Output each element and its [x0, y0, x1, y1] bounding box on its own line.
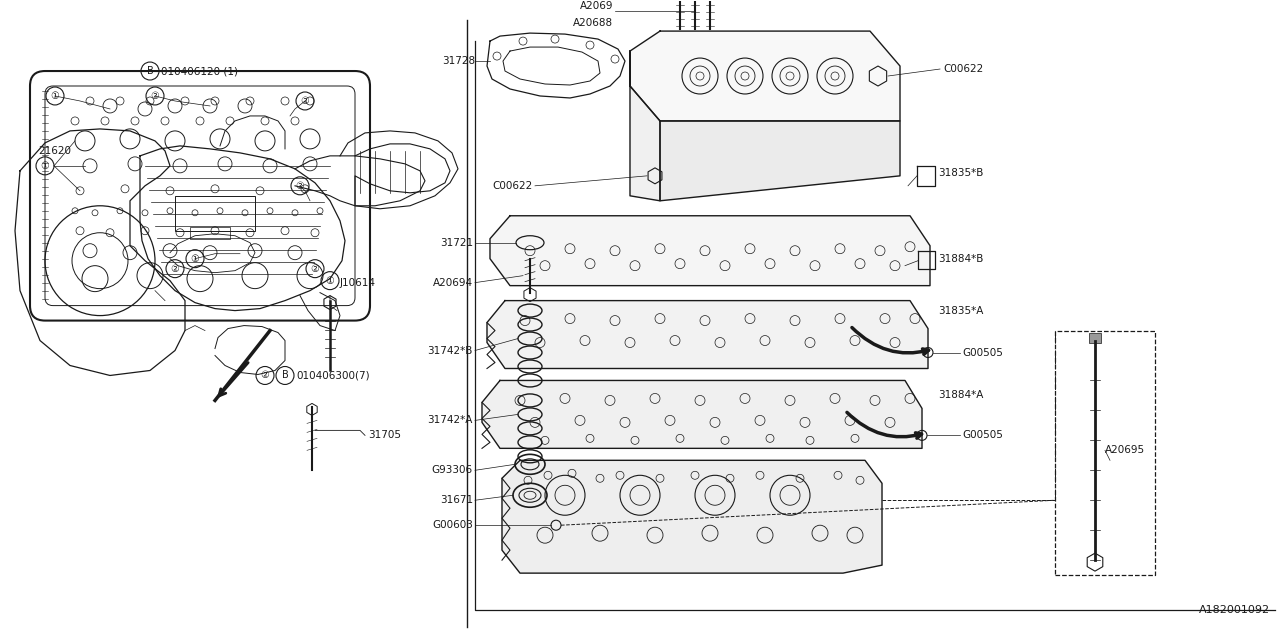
Text: A20688: A20688 [573, 18, 613, 28]
Text: G00505: G00505 [963, 430, 1002, 440]
Text: J10614: J10614 [340, 278, 376, 287]
Text: ①: ① [51, 91, 59, 101]
Polygon shape [630, 51, 660, 201]
Text: 31742*B: 31742*B [428, 346, 474, 356]
Text: 010406120 (1): 010406120 (1) [161, 66, 238, 76]
Bar [1055, 330, 1155, 575]
Text: A20695: A20695 [1105, 445, 1146, 455]
Polygon shape [660, 121, 900, 201]
Text: 31835*B: 31835*B [938, 168, 983, 178]
Text: ②: ② [261, 371, 269, 380]
Polygon shape [502, 460, 882, 573]
Text: C00622: C00622 [493, 181, 532, 191]
Text: A20694: A20694 [433, 278, 474, 287]
Bar [189, 227, 230, 239]
Text: ②: ② [301, 96, 310, 106]
Text: B: B [282, 371, 288, 380]
Text: A182001092: A182001092 [1199, 605, 1270, 615]
Text: 010406300(7): 010406300(7) [296, 371, 370, 380]
Polygon shape [486, 301, 928, 369]
Text: B: B [147, 66, 154, 76]
Text: 31884*B: 31884*B [938, 253, 983, 264]
Polygon shape [490, 216, 931, 285]
Text: 31705: 31705 [369, 430, 401, 440]
Text: ①: ① [41, 161, 50, 171]
Text: 31742*A: 31742*A [428, 415, 474, 426]
Polygon shape [483, 380, 922, 449]
Text: 31721: 31721 [440, 237, 474, 248]
Text: ②: ② [296, 181, 305, 191]
Text: ②: ② [311, 264, 320, 274]
Text: 31835*A: 31835*A [938, 305, 983, 316]
Text: C00622: C00622 [943, 64, 983, 74]
Text: 21620: 21620 [38, 146, 70, 156]
Text: 31884*A: 31884*A [938, 390, 983, 401]
Text: G00603: G00603 [433, 520, 474, 530]
Text: G00505: G00505 [963, 348, 1002, 358]
Bar [1089, 333, 1101, 342]
Text: 31671: 31671 [440, 495, 474, 505]
Text: ①: ① [191, 253, 200, 264]
Text: ①: ① [325, 276, 334, 285]
Text: G93306: G93306 [431, 465, 474, 476]
Text: ②: ② [170, 264, 179, 274]
Bar [175, 196, 255, 231]
Polygon shape [630, 31, 900, 121]
Text: 31728: 31728 [442, 56, 475, 66]
Text: A2069: A2069 [580, 1, 613, 11]
Text: ②: ② [151, 91, 160, 101]
